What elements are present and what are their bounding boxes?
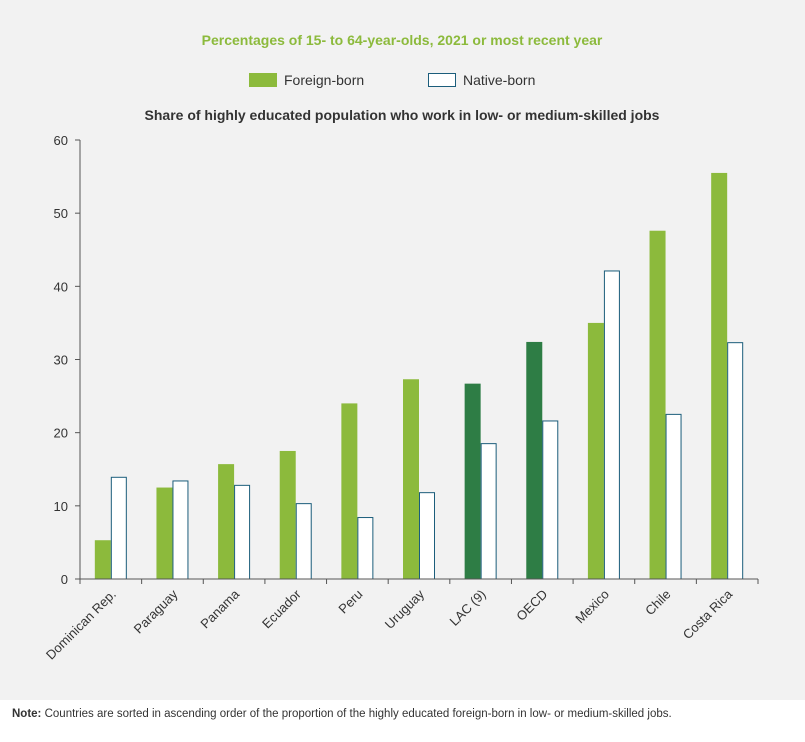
bar-native-born [603, 270, 620, 580]
x-tick-label: Chile [642, 587, 674, 619]
bar-native-born [357, 517, 374, 580]
y-tick-label: 0 [61, 572, 68, 587]
x-tick-label: Panama [197, 586, 242, 631]
chart-panel: Percentages of 15- to 64-year-olds, 2021… [0, 0, 805, 700]
bar-foreign-born [464, 383, 481, 579]
chart-title: Percentages of 15- to 64-year-olds, 2021… [202, 32, 603, 48]
y-tick-label: 50 [54, 206, 68, 221]
bar-native-born [110, 476, 127, 580]
bar-foreign-born [156, 487, 173, 579]
bar-native-born [727, 342, 744, 580]
x-tick-label: Costa Rica [680, 586, 736, 642]
legend-foreign-swatch [249, 73, 277, 87]
y-tick-label: 30 [54, 353, 68, 368]
bar-native-born [419, 492, 435, 580]
bar-foreign-born [403, 379, 419, 579]
x-tick-label: Uruguay [382, 586, 428, 632]
bar-native-born [480, 443, 497, 580]
x-tick-label: Mexico [572, 587, 612, 627]
bar-foreign-born [711, 172, 728, 580]
chart-note: Note: Countries are sorted in ascending … [12, 707, 794, 721]
legend-native-swatch [428, 73, 456, 87]
y-tick-label: 20 [54, 426, 68, 441]
legend-native-label: Native-born [463, 72, 535, 88]
bar-foreign-born [94, 540, 111, 579]
y-tick-label: 60 [54, 133, 68, 148]
bar-foreign-born [526, 341, 543, 579]
x-tick-label: LAC (9) [446, 587, 488, 629]
x-axis: Dominican Rep. Paraguay Panama Ecuador Peru U… [43, 578, 759, 663]
bar-native-born [234, 484, 251, 580]
bar-native-born [295, 503, 312, 580]
x-tick-label: Dominican Rep. [43, 587, 119, 663]
y-tick-label: 10 [54, 499, 68, 514]
bars [94, 172, 744, 580]
bar-foreign-born [649, 230, 666, 579]
bar-foreign-born [218, 464, 235, 579]
bar-foreign-born [587, 322, 604, 579]
bar-chart: Percentages of 15- to 64-year-olds, 2021… [43, 32, 759, 663]
y-axis: 0 10 20 30 40 50 60 [54, 133, 81, 587]
legend-foreign-label: Foreign-born [284, 72, 364, 88]
note-text: Countries are sorted in ascending order … [44, 708, 672, 720]
y-tick-label: 40 [54, 279, 68, 294]
chart-subtitle: Share of highly educated population who … [145, 107, 660, 123]
bar-native-born [665, 413, 682, 580]
note-label: Note: [12, 708, 42, 720]
bar-foreign-born [279, 450, 296, 579]
bar-foreign-born [341, 403, 358, 579]
x-tick-label: Paraguay [131, 586, 181, 636]
bar-native-born [172, 480, 189, 580]
legend: Foreign-born Native-born [249, 72, 535, 88]
x-tick-label: Ecuador [259, 586, 304, 631]
x-tick-label: OECD [513, 587, 550, 624]
x-tick-label: Peru [335, 587, 365, 617]
bar-native-born [542, 420, 559, 580]
